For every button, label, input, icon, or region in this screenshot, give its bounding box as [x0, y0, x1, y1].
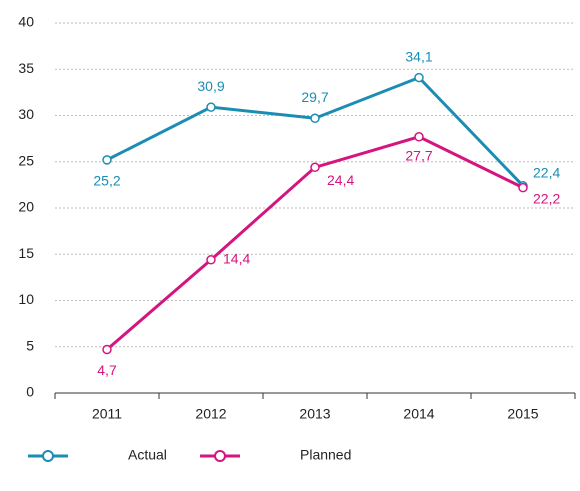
y-tick-label: 20: [18, 199, 34, 215]
data-point: [206, 102, 216, 112]
legend-marker: [214, 450, 226, 462]
x-tick-label: 2012: [195, 406, 226, 422]
legend-label: Planned: [300, 447, 351, 463]
value-label: 4,7: [97, 362, 117, 378]
data-point: [206, 255, 216, 265]
data-point: [414, 72, 424, 83]
data-point: [518, 182, 528, 193]
y-tick-label: 25: [18, 152, 34, 168]
data-point: [102, 155, 112, 165]
value-label: 27,7: [405, 147, 432, 163]
data-point: [310, 113, 320, 124]
value-label: 24,4: [327, 172, 354, 188]
y-tick-label: 0: [26, 384, 34, 400]
y-tick-label: 30: [18, 106, 34, 122]
y-tick-label: 35: [18, 60, 34, 76]
value-label: 30,9: [197, 78, 224, 94]
value-label: 29,7: [301, 89, 328, 105]
value-label: 14,4: [223, 251, 250, 267]
value-label: 25,2: [93, 173, 120, 189]
x-tick-label: 2011: [92, 406, 122, 422]
x-tick-label: 2013: [299, 406, 330, 422]
data-point: [310, 162, 320, 173]
data-point: [414, 132, 424, 142]
value-label: 22,2: [533, 190, 560, 206]
y-tick-label: 15: [18, 245, 34, 261]
value-label: 34,1: [405, 48, 432, 64]
y-tick-label: 40: [18, 14, 34, 30]
x-tick-label: 2014: [403, 406, 434, 422]
value-label: 22,4: [533, 165, 560, 181]
legend-marker: [42, 450, 54, 462]
y-tick-label: 10: [18, 291, 34, 307]
data-point: [102, 344, 112, 355]
legend-label: Actual: [128, 447, 167, 463]
x-tick-label: 2015: [507, 406, 538, 422]
y-tick-label: 5: [26, 337, 34, 353]
